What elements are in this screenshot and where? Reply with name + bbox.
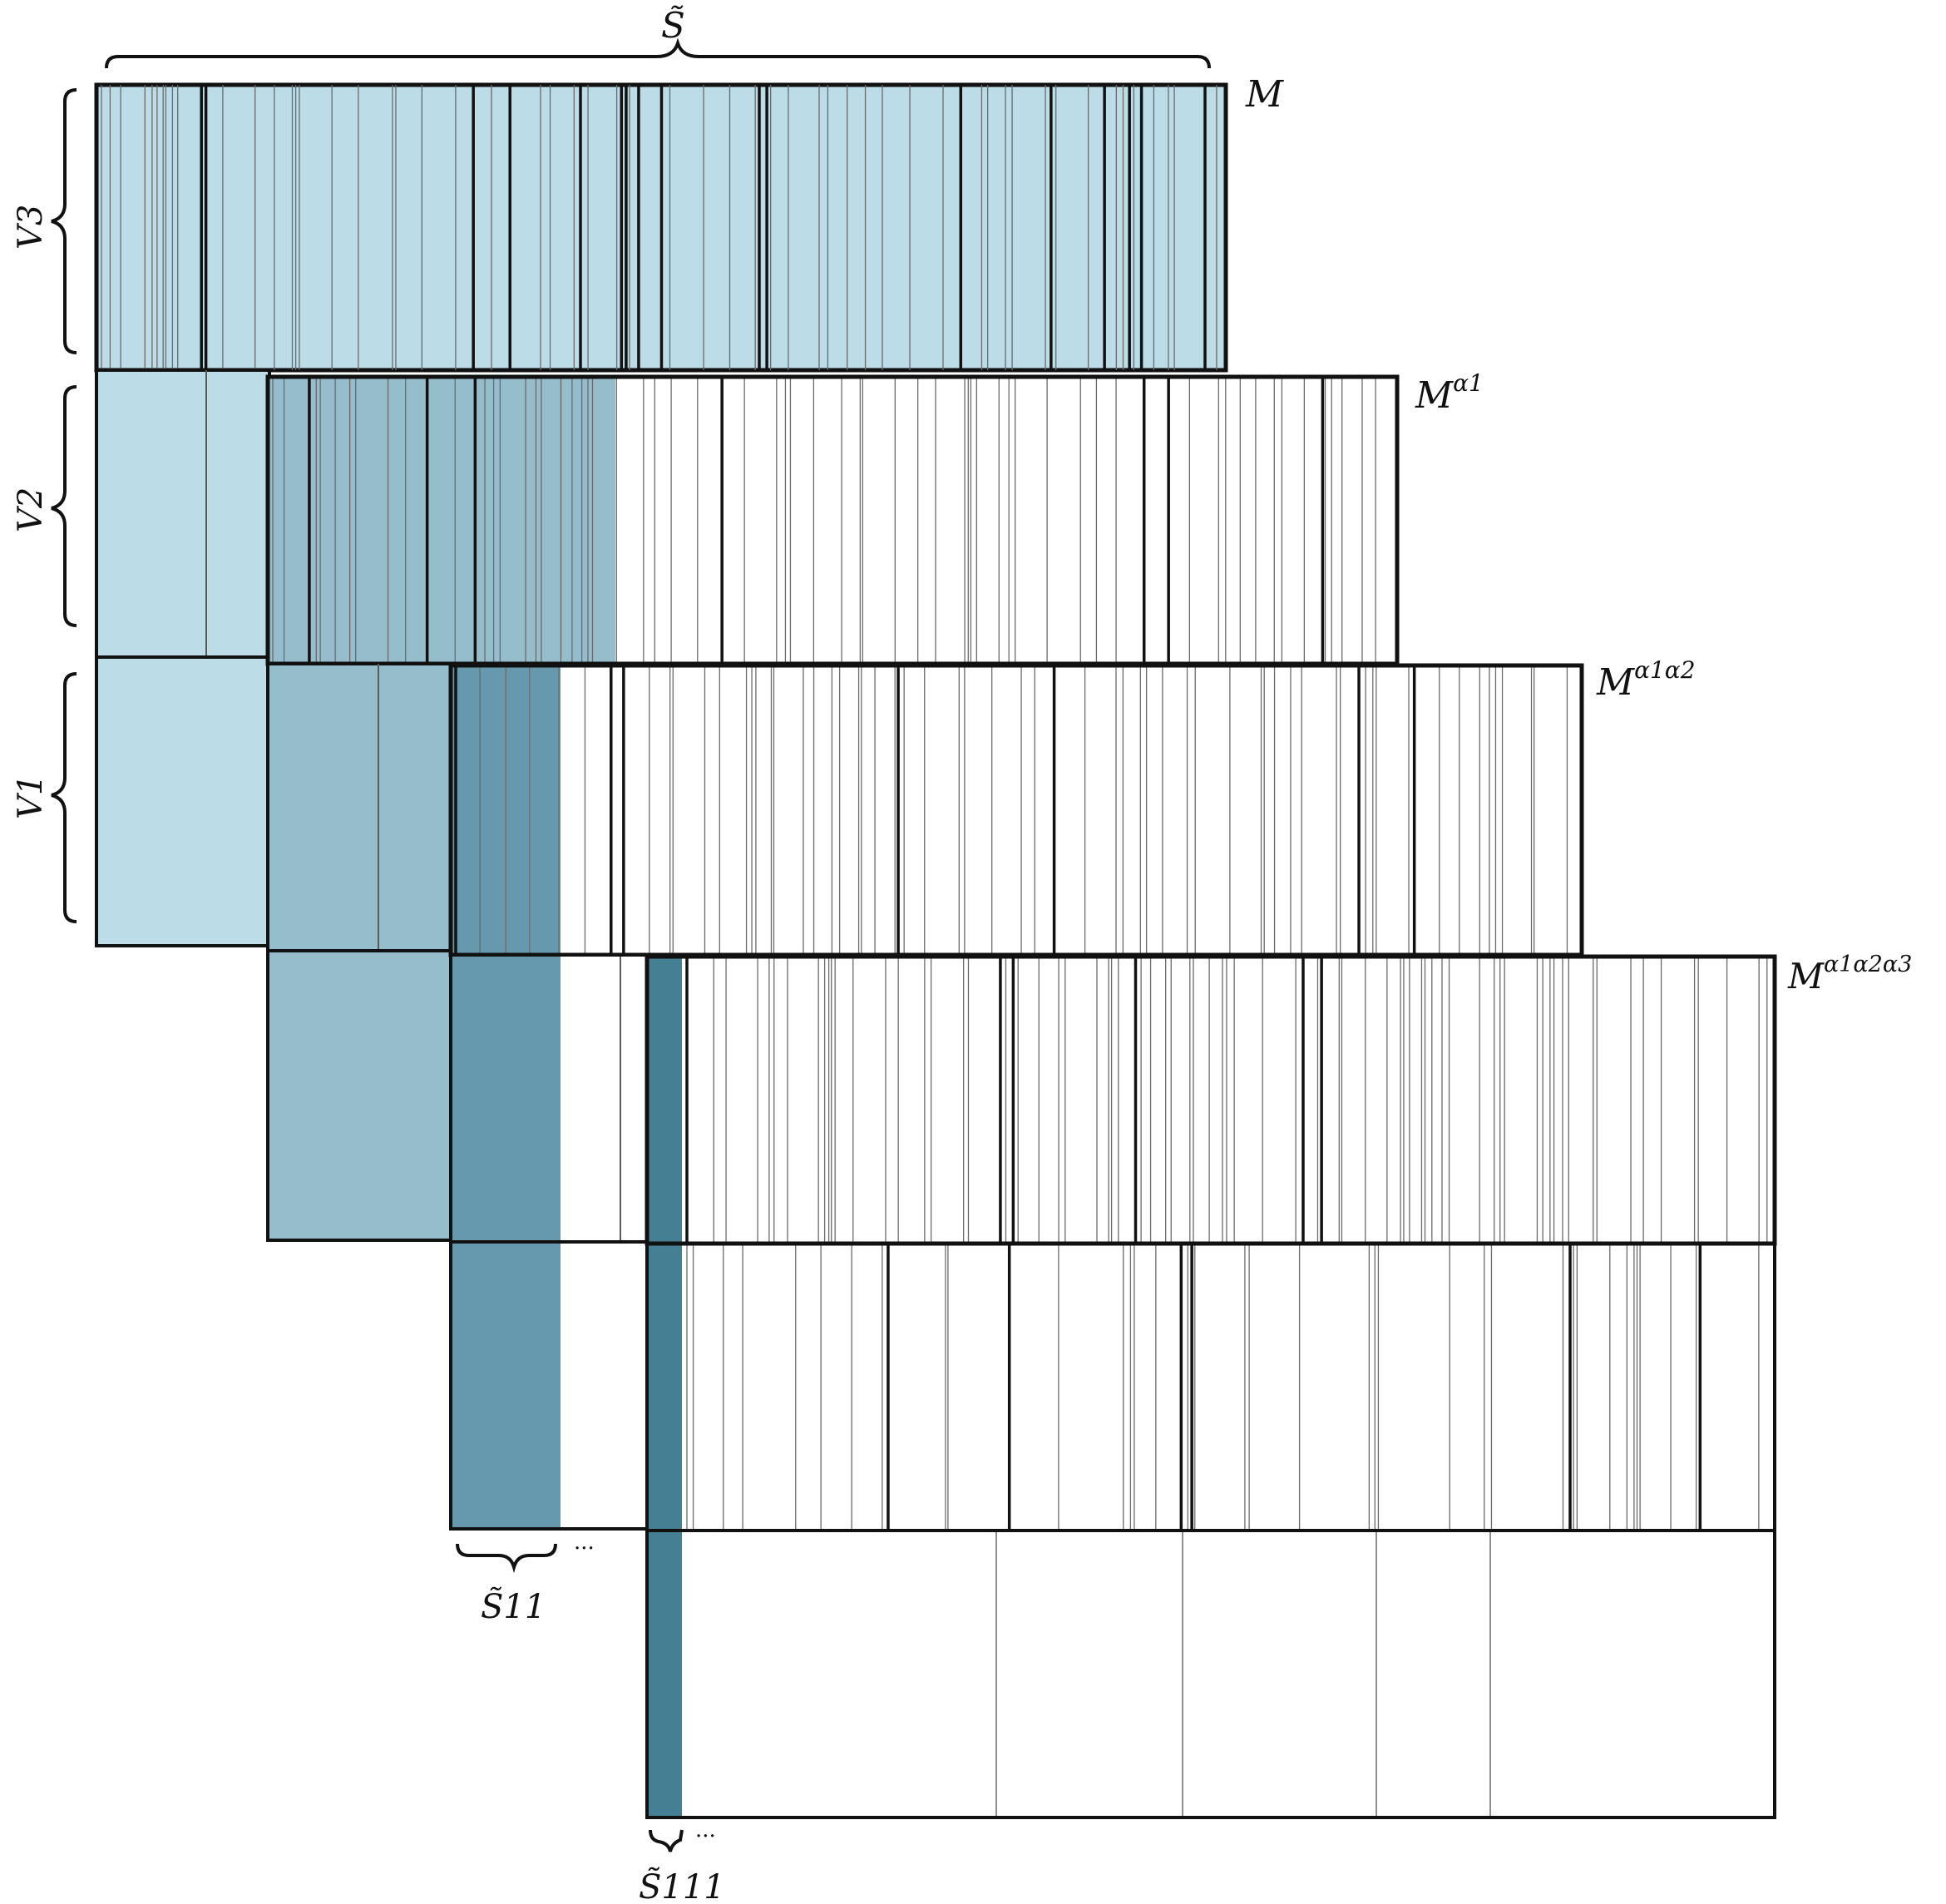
- s11-label: S̃11: [481, 1587, 546, 1626]
- matrix-m-v1-block: [95, 655, 271, 947]
- matrix-m-alpha1-alpha2-column-lines: [454, 665, 1568, 955]
- matrix-m-alpha1-alpha2-alpha3-shaded-strip: [647, 957, 682, 1817]
- v1-brace: [51, 672, 77, 923]
- matrix-m-label: M: [1245, 73, 1284, 116]
- v3-brace: [51, 88, 77, 354]
- matrix-m-alpha1-lower-block: [266, 949, 452, 1242]
- s11-ellipsis: ···: [574, 1536, 595, 1561]
- matrix-m-alpha1-alpha2-alpha3-low-outline: [645, 1529, 1776, 1819]
- matrix-m-alpha1-alpha2-alpha3: [645, 954, 1777, 1819]
- matrix-m-column-lines: [101, 85, 1217, 370]
- matrix-m-alpha1-alpha2-top-block: [448, 663, 1584, 957]
- matrix-m-alpha1-alpha2-alpha3-top-block: [645, 954, 1777, 1246]
- s111-brace: [649, 1829, 684, 1852]
- v2-brace: [51, 385, 77, 627]
- matrix-m-alpha1-shaded-block: [268, 377, 615, 664]
- matrix-m-alpha1-alpha2-alpha3-column-lines: [685, 957, 1768, 1244]
- s11-brace: [456, 1543, 557, 1574]
- matrix-m-alpha1-v1-block: [266, 662, 452, 952]
- matrix-m-alpha1-alpha2-label: Mα1α2: [1596, 656, 1696, 704]
- s-tilde-brace: [105, 37, 1211, 69]
- v2-label: V2: [12, 487, 50, 532]
- matrix-m-alpha1-label: Mα1: [1415, 369, 1484, 417]
- matrix-m-alpha1-alpha2-alpha3-low-lines: [995, 1531, 1491, 1817]
- matrix-m-alpha1-alpha2-alpha3-label: Mα1α2α3: [1787, 952, 1912, 997]
- matrix-m-alpha1-column-lines: [272, 377, 1376, 664]
- matrix-m-alpha1-alpha2-alpha3-mid-outline: [645, 1242, 1776, 1532]
- s111-ellipsis: ···: [695, 1824, 716, 1849]
- matrix-m: [94, 82, 1228, 947]
- matrix-m-v2-block: [95, 368, 271, 659]
- matrix-m-alpha1: [265, 374, 1400, 1242]
- matrix-m-alpha1-alpha2-low-shade: [451, 1242, 561, 1529]
- s111-label: S̃111: [639, 1867, 725, 1904]
- matrix-m-alpha1-alpha2-mid-shade: [451, 955, 561, 1242]
- matrix-m-alpha1-alpha2-alpha3-mid-lines: [686, 1244, 1760, 1531]
- v1-label: V1: [12, 774, 50, 819]
- s-tilde-label: S̃: [661, 4, 685, 46]
- v3-label: V3: [12, 205, 50, 250]
